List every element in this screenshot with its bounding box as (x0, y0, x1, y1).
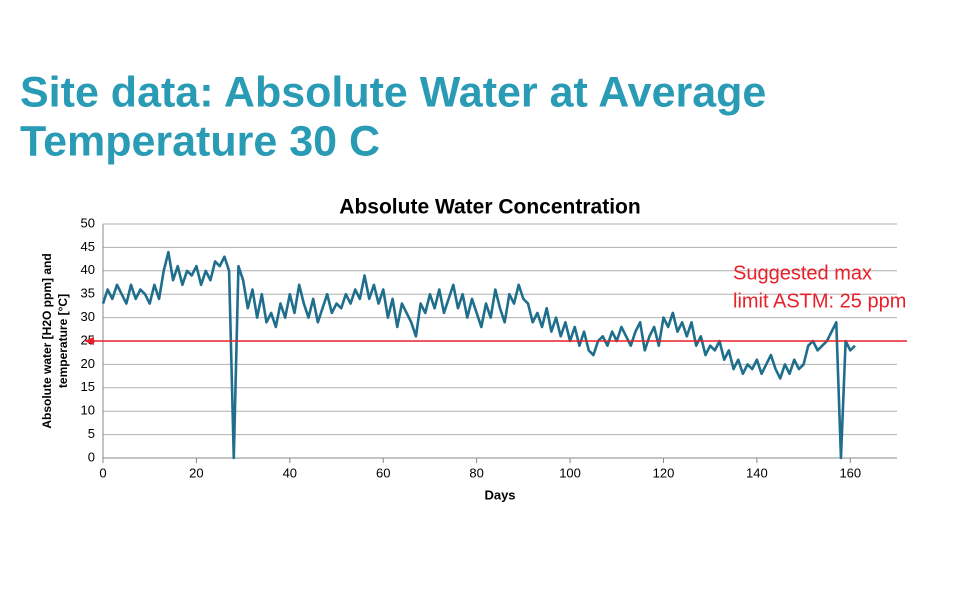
y-tick-label: 20 (81, 356, 95, 371)
y-tick-label: 10 (81, 403, 95, 418)
y-axis-label: Absolute water [H2O ppm] and temperature… (40, 253, 70, 428)
x-tick-label: 0 (99, 465, 106, 480)
y-tick-label: 45 (81, 239, 95, 254)
x-tick-label: 40 (283, 465, 297, 480)
data-line (101, 250, 856, 460)
y-tick-label: 15 (81, 379, 95, 394)
y-tick-label: 40 (81, 262, 95, 277)
y-tick-label: 5 (88, 426, 95, 441)
y-tick-label: 0 (88, 449, 95, 464)
reference-arrow (84, 337, 94, 345)
y-tick-label: 30 (81, 309, 95, 324)
x-tick-label: 100 (559, 465, 581, 480)
x-tick-label: 80 (469, 465, 483, 480)
y-axis-label-line: Absolute water [H2O ppm] and (40, 253, 54, 428)
y-axis-label-line: temperature [°C] (56, 294, 70, 388)
x-tick-label: 140 (746, 465, 768, 480)
y-tick-label: 35 (81, 286, 95, 301)
x-axis-label: Days (484, 487, 515, 502)
x-tick-label: 60 (376, 465, 390, 480)
slide-title: Temperature 30 C (20, 117, 380, 165)
reference-label: Suggested max (733, 262, 872, 284)
reference-label: limit ASTM: 25 ppm (733, 290, 906, 312)
x-tick-label: 120 (653, 465, 675, 480)
x-tick-label: 20 (189, 465, 203, 480)
slide-title: Site data: Absolute Water at Average (20, 68, 766, 116)
x-tick-label: 160 (839, 465, 861, 480)
chart-title: Absolute Water Concentration (339, 196, 640, 219)
y-tick-label: 50 (81, 215, 95, 230)
